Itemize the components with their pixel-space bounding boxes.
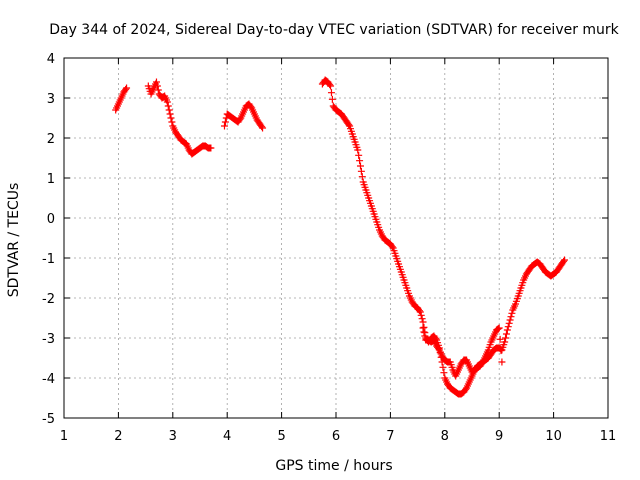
y-tick-label: -1 — [42, 252, 55, 267]
data-point — [326, 81, 334, 89]
data-point — [421, 332, 429, 340]
data-point — [415, 307, 423, 315]
x-tick-label: 6 — [332, 429, 340, 444]
x-tick-label: 1 — [60, 429, 68, 444]
x-tick-label: 4 — [223, 429, 231, 444]
data-point — [417, 311, 425, 319]
y-tick-label: -3 — [42, 332, 55, 347]
data-point — [494, 325, 502, 333]
x-tick-label: 7 — [386, 429, 394, 444]
x-axis-title: GPS time / hours — [275, 458, 392, 474]
data-point — [560, 256, 568, 264]
x-tick-label: 5 — [277, 429, 285, 444]
data-point — [154, 86, 162, 94]
data-point — [358, 173, 366, 181]
data-points — [112, 76, 568, 398]
y-tick-labels: 4 3 2 1 0 -1 -2 -3 -4 -5 — [42, 52, 55, 427]
x-tick-label: 9 — [495, 429, 503, 444]
data-point — [153, 82, 161, 90]
data-point — [505, 319, 513, 327]
data-point — [496, 335, 504, 343]
data-point — [328, 95, 336, 103]
data-point — [163, 98, 171, 106]
data-point — [258, 123, 266, 131]
data-point — [345, 121, 353, 129]
x-tick-label: 10 — [545, 429, 562, 444]
y-tick-label: -4 — [42, 372, 55, 387]
data-point — [123, 84, 131, 92]
y-tick-label: 2 — [47, 132, 55, 147]
data-point — [167, 114, 175, 122]
data-point — [439, 363, 447, 371]
data-point — [388, 243, 396, 251]
data-point — [502, 334, 510, 342]
x-tick-label: 2 — [114, 429, 122, 444]
data-point — [440, 369, 448, 377]
data-point — [356, 157, 364, 165]
x-tick-labels: 1 2 3 4 5 6 7 8 9 10 11 — [60, 429, 616, 444]
data-point — [207, 144, 215, 152]
data-point — [220, 122, 228, 130]
data-point — [495, 324, 503, 332]
data-point — [501, 338, 509, 346]
data-point — [507, 313, 515, 321]
data-point — [418, 315, 426, 323]
data-point — [356, 162, 364, 170]
data-point — [354, 146, 362, 154]
data-point — [419, 324, 427, 332]
axis-ticks — [63, 57, 609, 419]
data-point — [498, 358, 506, 366]
y-tick-label: -2 — [42, 292, 55, 307]
data-point — [327, 89, 335, 97]
data-point — [165, 106, 173, 114]
data-point — [419, 318, 427, 326]
y-tick-label: 3 — [47, 92, 55, 107]
data-point — [355, 151, 363, 159]
data-point — [416, 308, 424, 316]
x-tick-label: 3 — [169, 429, 177, 444]
grid-lines — [64, 58, 608, 418]
y-tick-label: 0 — [47, 212, 55, 227]
data-point — [504, 323, 512, 331]
data-point — [164, 102, 172, 110]
y-tick-label: 1 — [47, 172, 55, 187]
chart-title: Day 344 of 2024, Sidereal Day-to-day VTE… — [49, 22, 619, 38]
data-point — [502, 330, 510, 338]
y-tick-label: 4 — [47, 52, 55, 67]
y-tick-label: -5 — [42, 412, 55, 427]
data-point — [503, 326, 511, 334]
data-point — [508, 309, 516, 317]
data-point — [506, 316, 514, 324]
x-tick-label: 8 — [441, 429, 449, 444]
data-point — [420, 328, 428, 336]
data-point — [497, 347, 505, 355]
y-axis-title: SDTVAR / TECUs — [6, 183, 22, 298]
data-point — [152, 78, 160, 86]
data-point — [221, 118, 229, 126]
data-point — [166, 110, 174, 118]
data-point — [168, 118, 176, 126]
data-point — [122, 85, 130, 93]
x-tick-label: 11 — [600, 429, 617, 444]
data-point — [560, 257, 568, 265]
data-point — [259, 124, 267, 132]
data-point — [357, 167, 365, 175]
data-point — [327, 82, 335, 90]
